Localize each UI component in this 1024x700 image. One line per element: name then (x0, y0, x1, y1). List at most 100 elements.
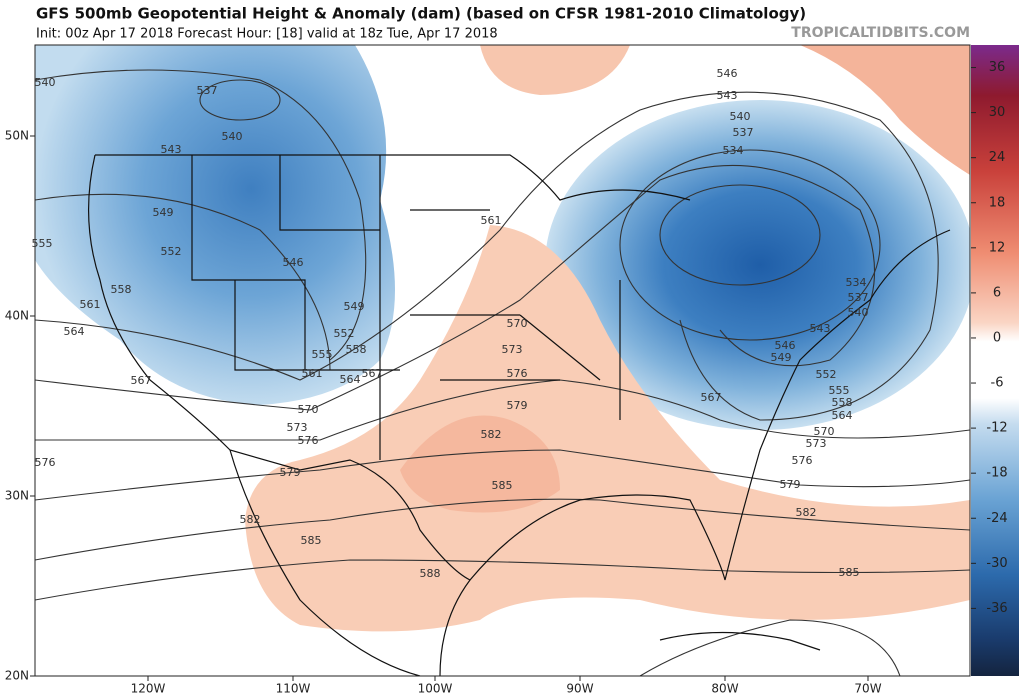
contour-label: 576 (507, 367, 528, 380)
contour-label: 561 (80, 298, 101, 311)
borders (87, 154, 951, 676)
title: GFS 500mb Geopotential Height & Anomaly … (36, 5, 806, 23)
colorbar-tick-label: 24 (989, 150, 1006, 165)
contour-label: 579 (280, 466, 301, 479)
subtitle: Init: 00z Apr 17 2018 Forecast Hour: [18… (36, 27, 498, 42)
contour-label: 567 (362, 367, 383, 380)
contour-line (35, 379, 970, 441)
contour-line (199, 79, 281, 121)
latitude-label: 40N (5, 309, 29, 323)
contour-label: 573 (502, 343, 523, 356)
state-lines (191, 155, 621, 460)
contour-label: 555 (829, 384, 850, 397)
contour-label: 573 (806, 437, 827, 450)
watermark: TROPICALTIDBITS.COM (791, 25, 970, 41)
longitude-label: 80W (711, 682, 738, 696)
contour-label: 546 (283, 256, 304, 269)
contour-label: 585 (492, 479, 513, 492)
colorbar-tick-label: 6 (993, 285, 1001, 300)
contour-label: 558 (832, 396, 853, 409)
colorbar-tick-label: -36 (986, 601, 1007, 616)
contour-label: 588 (420, 567, 441, 580)
contour-label: 555 (312, 348, 333, 361)
contour-label: 582 (796, 506, 817, 519)
contour-label: 543 (810, 322, 831, 335)
contour-label: 585 (301, 534, 322, 547)
colorbar-tick-label: 12 (989, 240, 1006, 255)
contour-label: 570 (298, 403, 319, 416)
longitude-label: 110W (276, 682, 311, 696)
central-ridge (245, 225, 970, 632)
contour-label: 543 (717, 89, 738, 102)
mexico-coast (229, 449, 421, 676)
colorbar: 36 30 24 18 12 6 0 -6 -12 -18 -24 -30 -36 (971, 45, 1019, 676)
latitude-label: 20N (5, 669, 29, 683)
contour-label: 582 (240, 513, 261, 526)
contour-label: 579 (507, 399, 528, 412)
contour-label: 552 (334, 327, 355, 340)
contour-label: 540 (730, 110, 751, 123)
cuba (659, 631, 821, 651)
contour-label: 537 (197, 84, 218, 97)
mexico-gulf-coast (439, 579, 471, 676)
contour-label: 567 (131, 374, 152, 387)
contour-label: 540 (222, 130, 243, 143)
contour-label: 537 (733, 126, 754, 139)
contour-label: 585 (839, 566, 860, 579)
colorbar-tick-label: -18 (986, 466, 1007, 481)
contour-label: 558 (111, 283, 132, 296)
contour-label: 582 (481, 428, 502, 441)
contour-line (35, 498, 970, 561)
contour-label: 543 (161, 143, 182, 156)
contour-label: 555 (32, 237, 53, 250)
colorbar-tick-label: -6 (991, 376, 1004, 391)
contours (35, 69, 970, 676)
contour-line (35, 449, 970, 501)
longitude-label: 90W (566, 682, 593, 696)
contour-label: 546 (717, 67, 738, 80)
contour-label: 549 (771, 351, 792, 364)
contour-label: 564 (832, 409, 853, 422)
contour-line (35, 559, 970, 601)
contour-line (639, 619, 901, 676)
contour-label: 549 (344, 300, 365, 313)
longitude-label: 120W (131, 682, 166, 696)
ridge-core (400, 415, 560, 513)
contour-label: 576 (35, 456, 56, 469)
contour-line (35, 165, 876, 411)
contour-label: 564 (340, 373, 361, 386)
map: 50N 40N 30N 20N 120W 110W 100W 90W 80W 70W 540 537 5… (5, 44, 971, 696)
contour-line (35, 91, 939, 421)
contour-label: 567 (701, 391, 722, 404)
contour-line (619, 149, 881, 341)
colorbar-tick-label: 18 (989, 195, 1006, 210)
colorbar-scale (971, 45, 1019, 676)
colorbar-tick-label: 36 (989, 60, 1006, 75)
colorbar-tick-label: 30 (989, 105, 1006, 120)
contour-label: 570 (507, 317, 528, 330)
map-frame (34, 44, 971, 677)
longitude-label: 100W (418, 682, 453, 696)
northeast-ridge (800, 45, 970, 175)
contour-label: 576 (298, 434, 319, 447)
contour-label: 552 (816, 368, 837, 381)
contour-line (35, 69, 367, 361)
contour-label: 546 (775, 339, 796, 352)
contour-label: 561 (481, 214, 502, 227)
colorbar-tick-label: -12 (986, 421, 1007, 436)
contour-label: 540 (848, 306, 869, 319)
contour-label: 576 (792, 454, 813, 467)
north-ridge (480, 45, 630, 95)
contour-label: 570 (814, 425, 835, 438)
contour-label: 561 (302, 367, 323, 380)
us-canada-border (95, 154, 691, 201)
contour-label: 537 (848, 291, 869, 304)
colorbar-tick-label: -24 (986, 511, 1007, 526)
contour-label: 558 (346, 343, 367, 356)
contour-label: 534 (846, 276, 867, 289)
contour-label: 549 (153, 206, 174, 219)
contour-label: 534 (723, 144, 744, 157)
longitude-label: 70W (854, 682, 881, 696)
contour-label: 552 (161, 245, 182, 258)
